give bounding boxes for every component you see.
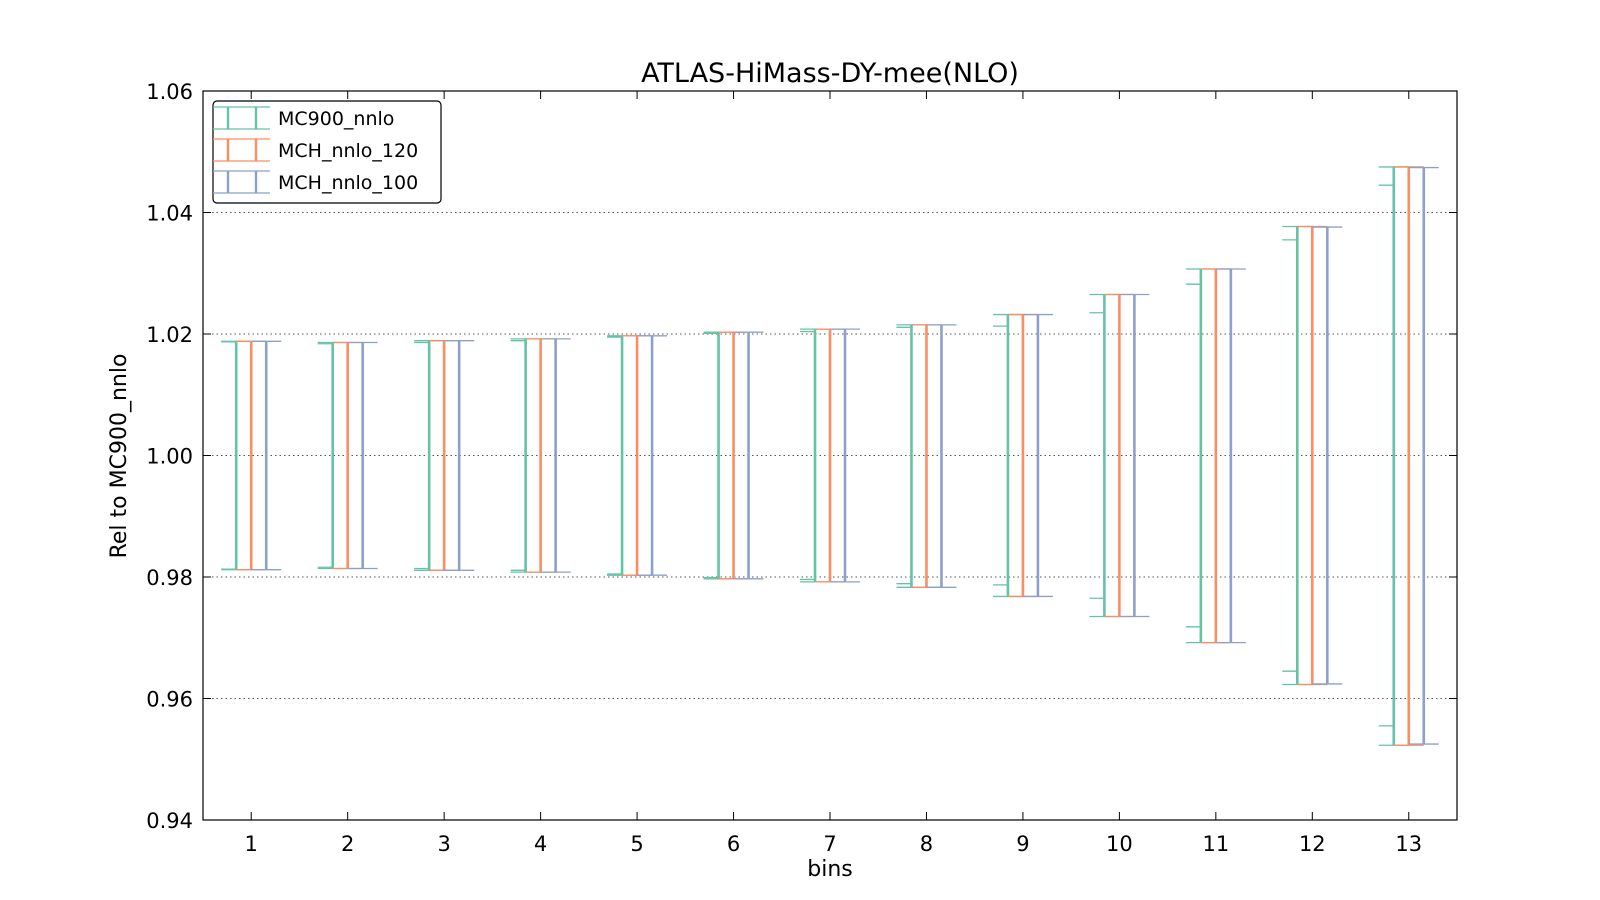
y-tick-label: 1.04 [146, 202, 193, 226]
x-tick-label: 7 [823, 832, 836, 856]
x-axis-title: bins [807, 857, 852, 882]
y-axis-title: Rel to MC900_nnlo [107, 354, 132, 559]
x-tick-label: 5 [630, 832, 643, 856]
x-tick-label: 13 [1395, 832, 1422, 856]
legend-entry: MCH_nnlo_120 [213, 138, 418, 162]
x-tick-label: 9 [1016, 832, 1029, 856]
legend-key-icon [213, 138, 270, 162]
legend-label: MCH_nnlo_100 [278, 172, 418, 194]
y-tick-label: 0.98 [146, 566, 193, 590]
series-mch-nnlo-100 [251, 166, 1439, 745]
y-tick-label: 0.94 [146, 809, 193, 833]
x-tick-label: 8 [920, 832, 933, 856]
y-tick-label: 0.96 [146, 688, 193, 712]
axis-ticks: 0.940.960.981.001.021.041.061 2 3 4 5 6 7 8 9 10 1… [146, 80, 1457, 856]
x-tick-label: 1 [245, 832, 258, 856]
y-tick-label: 1.00 [146, 445, 193, 469]
y-tick-label: 1.02 [146, 323, 193, 347]
legend-box [212, 100, 442, 204]
x-tick-label: 2 [341, 832, 354, 856]
legend-key-icon [213, 106, 270, 130]
legend-entry: MCH_nnlo_100 [213, 170, 418, 194]
legend: MC900_nnlo MCH_nnlo_120 MCH_nnlo_100 [212, 100, 442, 204]
legend-label: MC900_nnlo [278, 108, 394, 130]
chart-title: ATLAS-HiMass-DY-mee(NLO) [641, 58, 1019, 89]
x-tick-label: 6 [727, 832, 740, 856]
x-tick-label: 11 [1202, 832, 1229, 856]
x-tick-label: 4 [534, 832, 547, 856]
y-tick-label: 1.06 [146, 80, 193, 104]
x-tick-label: 10 [1106, 832, 1133, 856]
x-tick-label: 3 [437, 832, 450, 856]
x-tick-label: 12 [1299, 832, 1326, 856]
legend-entry: MC900_nnlo [213, 106, 394, 130]
legend-key-icon [213, 170, 270, 194]
error-bars [221, 166, 1439, 746]
legend-label: MCH_nnlo_120 [278, 140, 418, 162]
